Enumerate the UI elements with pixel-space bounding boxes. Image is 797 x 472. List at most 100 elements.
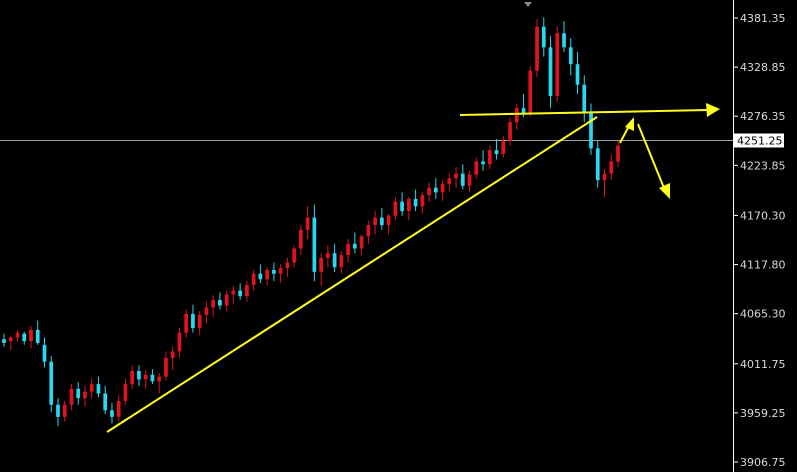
candle-body [42,344,47,362]
candles [2,17,620,427]
candle-body [218,299,222,306]
candle-body [386,215,391,226]
trendline-support[interactable] [106,116,598,433]
candle-body [191,313,195,328]
candle-body [2,339,6,343]
candle-body [299,229,303,249]
candle-body [319,257,323,272]
candle-body [447,178,452,184]
candle-body [170,351,175,358]
candle-body [177,332,182,352]
candle-body [150,374,155,382]
price-tick-label: 4170.30 [740,209,786,222]
candle-body [35,329,40,343]
price-tick-label: 4328.85 [740,61,786,74]
candle-body [231,290,236,295]
candle-body [83,391,87,399]
candle-body [487,150,492,165]
candle-body [278,268,283,274]
candle-body [312,217,317,272]
candle-body [103,393,108,411]
candle-body [251,273,256,285]
price-tick-label: 4276.35 [740,110,786,123]
candle-body [582,84,587,113]
candle-body [137,371,141,380]
candle-body [433,187,438,193]
candle-body [406,198,411,212]
candle-body [568,47,573,65]
candle-body [481,161,485,165]
candle-body [420,195,425,207]
current-price-label: 4251.25 [737,135,783,148]
candle-body [609,161,614,174]
candle-body [339,255,344,268]
candle-body [56,404,60,417]
candle-body [514,108,519,123]
price-axis: 4381.35 4328.85 4276.35 4223.85 4170.30 4117.… [733,12,786,469]
decline-arrow-line[interactable] [637,123,665,189]
candle-body [393,201,398,216]
candle-body [589,112,593,149]
candle-body [76,388,81,399]
candle-body [494,150,499,154]
candle-body [555,33,560,96]
candle-body [29,329,33,342]
candle-body [116,400,121,417]
candle-body [89,384,94,392]
candle-body [130,371,135,385]
candle-body [197,314,202,328]
candle-body [204,307,209,315]
candle-body [528,70,533,113]
candle-body [96,384,101,394]
candle-body [238,290,243,297]
candle-body [508,122,512,141]
candle-body [15,332,20,338]
decline-arrow-icon [659,183,670,199]
scroll-marker-icon[interactable] [524,2,532,7]
candle-body [184,313,189,333]
candle-body [123,384,128,401]
candle-body [575,64,580,85]
candle-body [400,201,404,212]
candle-body [359,236,364,249]
candle-body [22,333,27,342]
candle-body [265,269,269,280]
trend-drawings [106,103,720,433]
candle-body [602,173,607,181]
candle-body [143,374,148,380]
price-tick-label: 4223.85 [740,159,786,172]
candle-body [427,187,431,196]
candle-body [62,404,67,417]
candle-body [467,174,472,186]
candle-body [379,217,384,226]
candle-body [353,243,357,249]
candle-body [373,217,377,226]
candle-body [501,140,506,154]
candle-body [49,361,54,405]
candle-body [285,262,290,269]
candle-body [454,173,458,179]
candle-body [562,33,566,48]
candle-body [245,284,249,297]
candle-body [616,145,620,162]
candle-body [8,337,13,342]
candle-body [224,294,229,306]
horizontal-resistance-line[interactable] [459,109,709,116]
candle-body [69,388,74,405]
candle-body [258,273,263,280]
candle-body [366,225,371,237]
candle-body [521,108,526,113]
candle-body [332,253,337,268]
candle-body [157,376,162,382]
candle-body [595,148,600,181]
candle-body [326,253,330,258]
candle-body [211,299,216,308]
candle-body [548,47,553,96]
candle-body [440,183,445,193]
candle-body [535,26,539,71]
price-tick-label: 4381.35 [740,12,786,25]
candle-body [110,410,114,417]
resistance-arrow-icon [706,103,720,117]
current-price-tag-bg [734,133,784,148]
